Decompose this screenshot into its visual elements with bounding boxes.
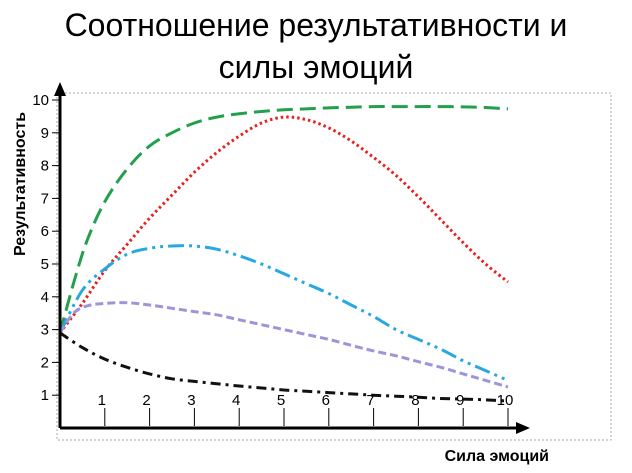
x-tick-label: 3 [187,392,195,409]
y-tick-label: 5 [41,256,49,273]
x-axis-arrow [516,422,530,434]
plot-frame [56,92,612,441]
x-tick-label: 10 [497,392,514,409]
x-tick-label: 5 [277,392,285,409]
series-line-5 [59,331,509,403]
chart-title: Соотношение результативности и силы эмоц… [0,4,632,88]
series-line-2 [58,115,509,334]
y-tick-label: 8 [41,158,49,175]
x-tick-label: 1 [98,392,106,409]
series-line-3 [58,244,509,382]
x-tick-label: 6 [322,392,330,409]
axes-layer [54,82,530,434]
x-tick-label: 8 [411,392,419,409]
x-tick-label: 7 [366,392,374,409]
series-layer [58,105,509,403]
y-tick-label: 6 [41,223,49,240]
series-line-1 [58,105,509,334]
series-line-4 [58,301,509,389]
y-axis-title: Результативность [12,112,29,256]
x-axis-title: Сила эмоций [445,448,549,465]
x-tick-label: 9 [456,392,464,409]
ticks-layer: 1 2 3 4 5 6 7 8 9 10 1 2 3 4 5 6 7 8 9 10 [32,92,513,426]
y-tick-label: 7 [41,190,49,207]
y-tick-label: 4 [41,289,49,306]
chart-title-line-2: силы эмоций [218,49,414,85]
y-tick-label: 9 [41,125,49,142]
y-tick-label: 2 [41,354,49,371]
y-tick-label: 1 [41,387,49,404]
y-axis-arrow [54,82,66,96]
x-tick-label: 4 [232,392,240,409]
x-tick-label: 2 [142,392,150,409]
y-tick-label: 3 [41,322,49,339]
chart-title-line-1: Соотношение результативности и [64,7,568,43]
y-tick-label: 10 [32,92,49,109]
